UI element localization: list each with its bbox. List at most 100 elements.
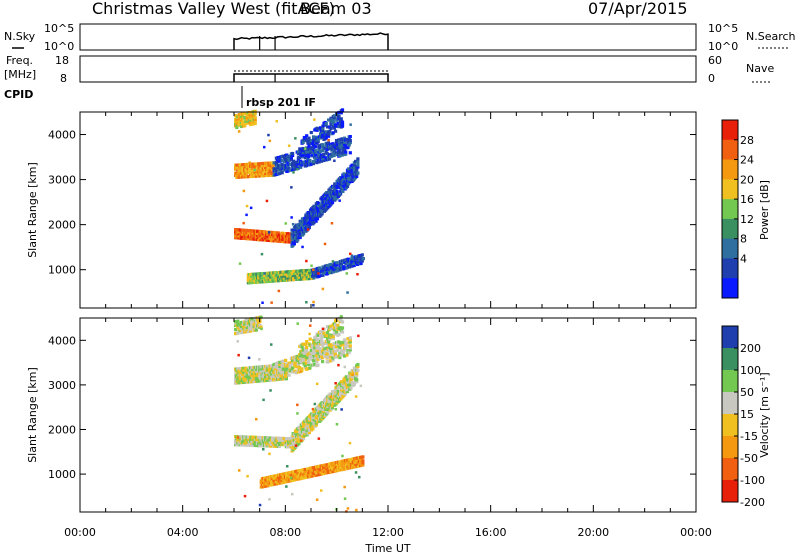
range-gate-cell (338, 154, 342, 158)
range-gate-cell (336, 121, 340, 125)
range-gate-cell (315, 498, 319, 501)
range-gate-cell (348, 178, 352, 182)
range-gate-cell (299, 165, 303, 169)
range-gate-cell (316, 158, 320, 162)
range-gate-cell (359, 261, 363, 265)
nsearch-label: N.Search (746, 30, 796, 43)
range-gate-cell (268, 436, 272, 440)
range-gate-cell (251, 122, 255, 126)
colorbar-tick-label: 200 (740, 342, 761, 355)
range-gate-cell (314, 149, 318, 153)
range-gate-cell (282, 439, 286, 443)
range-gate-cell (293, 478, 297, 482)
range-gate-cell (335, 263, 339, 267)
range-gate-cell (268, 452, 271, 456)
range-gate-cell (313, 346, 317, 350)
range-gate-cell (272, 476, 276, 480)
range-gate-cell (276, 231, 280, 235)
range-gate-cell (350, 264, 354, 268)
range-gate-cell (306, 272, 311, 277)
range-gate-cell (282, 276, 286, 280)
range-gate-cell (299, 159, 303, 163)
range-gate-cell (261, 301, 264, 304)
range-gate-cell (279, 376, 283, 380)
range-gate-cell (356, 362, 360, 367)
range-gate-cell (312, 155, 317, 159)
range-gate-cell (299, 356, 303, 360)
range-gate-cell (314, 352, 318, 356)
range-gate-cell (273, 231, 277, 235)
range-gate-cell (255, 379, 260, 383)
freq-trace (233, 73, 389, 82)
colorbar-tick-label: 4 (740, 252, 747, 265)
range-gate-cell (254, 328, 258, 332)
x-axis-label: Time UT (364, 542, 410, 554)
range-gate-cell (237, 130, 241, 133)
range-gate-cell (340, 122, 345, 126)
range-gate-cell (306, 147, 310, 151)
range-gate-cell (246, 317, 250, 321)
range-gate-cell (293, 273, 297, 278)
range-gate-cell (264, 165, 268, 170)
range-gate-cell (287, 272, 291, 276)
range-gate-cell (305, 138, 309, 142)
range-gate-cell (315, 217, 320, 221)
range-gate-cell (348, 348, 352, 352)
range-gate-cell (272, 364, 276, 368)
range-gate-cell (297, 441, 301, 446)
range-gate-cell (334, 408, 337, 411)
range-gate-cell (298, 470, 303, 475)
range-gate-cell (360, 457, 364, 461)
range-gate-cell (263, 276, 267, 280)
range-gate-cell (292, 228, 296, 232)
range-gate-cell (349, 123, 352, 126)
range-gate-cell (293, 234, 298, 238)
range-gate-cell (324, 469, 328, 473)
range-gate-cell (303, 364, 307, 368)
velocity-panel: 1000 2000 3000 4000 00:00 04:00 08:00 12:00 16:… (26, 315, 771, 554)
range-gate-cell (359, 384, 363, 388)
range-gate-cell (257, 442, 261, 446)
range-gate-cell (337, 340, 341, 344)
range-gate-cell (295, 358, 299, 362)
beam-label: Beam 03 (300, 0, 372, 18)
range-gate-cell (312, 300, 315, 304)
range-gate-cell (287, 156, 291, 161)
range-gate-cell (250, 276, 254, 281)
range-gate-cell (275, 120, 278, 123)
range-gate-cell (261, 170, 265, 174)
range-gate-cell (280, 274, 284, 278)
range-gate-cell (276, 158, 280, 162)
range-gate-cell (336, 142, 340, 146)
range-gate-cell (346, 139, 350, 143)
range-gate-cell (235, 163, 239, 167)
range-gate-cell (343, 136, 347, 140)
range-gate-cell (312, 270, 316, 274)
velocity-colorbar: 200 100 50 15 -15 -50 -100 -200 (721, 325, 765, 509)
range-gate-cell (322, 156, 326, 161)
range-gate-cell (315, 150, 319, 154)
range-gate-cell (331, 356, 335, 360)
range-gate-cell (356, 171, 360, 175)
range-gate-cell (253, 170, 257, 174)
range-gate-cell (318, 407, 322, 411)
range-gate-cell (339, 141, 343, 145)
range-gate-cell (255, 439, 260, 444)
range-gate-cell (317, 437, 321, 440)
range-gate-cell (236, 319, 240, 323)
range-gate-cell (243, 330, 247, 334)
range-gate-cell (323, 463, 327, 467)
range-gate-cell (253, 119, 257, 123)
range-gate-cell (234, 114, 238, 118)
range-gate-cell (242, 120, 246, 124)
range-gate-cell (351, 373, 354, 377)
range-gate-cell (327, 468, 331, 472)
range-gate-cell (239, 124, 243, 129)
range-gate-cell (316, 357, 320, 361)
power-colorbar-label: Power [dB] (758, 180, 771, 240)
range-gate-cell (259, 325, 263, 329)
range-gate-cell (327, 145, 332, 149)
range-gate-cell (351, 256, 355, 260)
range-gate-cell (265, 364, 269, 368)
range-gate-cell (242, 366, 246, 370)
